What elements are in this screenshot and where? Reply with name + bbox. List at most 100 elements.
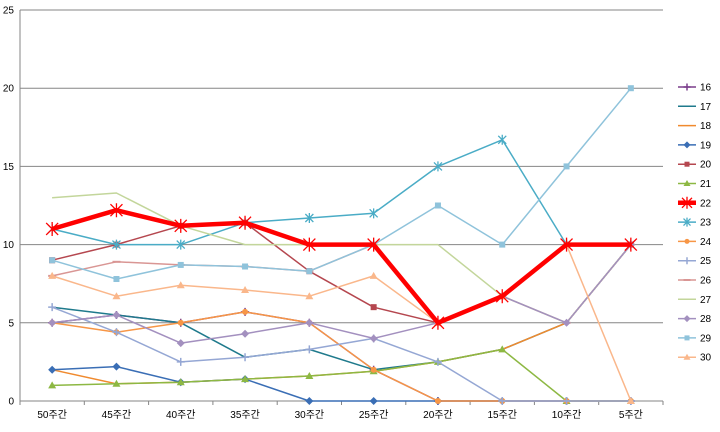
series-lines [45, 85, 638, 405]
legend-item-27: 27 [678, 295, 712, 306]
legend: 16 17 18 19 20 21 22 23 24 25 26 27 28 29 30 [678, 83, 712, 364]
series-line [51, 221, 631, 324]
series-29 [49, 85, 634, 283]
x-tick-label: 25주간 [359, 409, 389, 421]
data-point [241, 375, 250, 383]
x-tick-label: 10주간 [552, 409, 582, 421]
data-point [370, 304, 377, 311]
data-point [305, 318, 314, 327]
series-26 [48, 243, 635, 324]
legend-label: 22 [700, 198, 712, 209]
x-tick-label: 30주간 [295, 409, 325, 421]
series-line [51, 139, 631, 246]
data-point [48, 381, 57, 389]
data-point [367, 237, 381, 252]
legend-label: 16 [700, 83, 712, 94]
data-point [306, 268, 313, 275]
data-point [242, 308, 249, 315]
series-23 [47, 134, 636, 250]
data-point [562, 397, 571, 405]
legend-item-22: 22 [678, 196, 712, 209]
data-point [434, 202, 441, 209]
data-point [431, 315, 445, 330]
data-point [113, 276, 120, 283]
data-point [238, 215, 252, 230]
data-point [683, 353, 691, 360]
data-point [48, 271, 57, 279]
legend-item-17: 17 [678, 102, 712, 113]
data-point [498, 397, 507, 405]
series-line [51, 207, 631, 326]
data-point [176, 339, 185, 348]
legend-item-30: 30 [678, 353, 712, 364]
data-point [369, 271, 378, 279]
x-tick-label: 35주간 [230, 409, 260, 421]
legend-item-28: 28 [678, 314, 712, 325]
data-point [242, 263, 249, 270]
series-line [51, 87, 632, 280]
data-point [109, 203, 123, 218]
y-tick-label: 10 [3, 240, 15, 251]
y-tick-label: 20 [3, 84, 15, 95]
data-point [626, 397, 635, 404]
data-point [112, 292, 121, 300]
data-point [684, 161, 690, 167]
y-tick-label: 0 [8, 397, 14, 408]
legend-label: 27 [700, 295, 712, 306]
data-point [49, 257, 56, 264]
data-point [562, 318, 571, 327]
data-point [683, 257, 691, 265]
data-point [45, 221, 59, 236]
legend-label: 28 [700, 314, 712, 325]
data-point [48, 365, 57, 374]
data-point [498, 345, 507, 353]
data-point [681, 196, 693, 209]
data-point [48, 303, 57, 312]
legend-item-24: 24 [678, 237, 712, 248]
data-point [369, 208, 379, 219]
series-21 [48, 345, 635, 404]
data-point [241, 329, 250, 338]
data-point [112, 310, 121, 319]
legend-label: 26 [700, 276, 712, 287]
x-tick-label: 40주간 [166, 409, 196, 421]
legend-item-23: 23 [678, 217, 712, 229]
data-point [112, 362, 121, 371]
legend-label: 20 [700, 160, 712, 171]
data-point [305, 397, 314, 405]
x-tick-label: 50주간 [37, 409, 67, 421]
series-20 [49, 219, 634, 326]
y-axis: 0 5 10 15 20 25 [3, 6, 21, 408]
x-tick-label: 15주간 [487, 409, 517, 421]
y-tick-label: 5 [8, 318, 14, 329]
legend-item-21: 21 [678, 179, 712, 190]
data-point [305, 292, 314, 300]
data-point [177, 319, 184, 326]
series-line [51, 306, 631, 402]
legend-item-26: 26 [678, 276, 712, 287]
legend-label: 21 [700, 179, 712, 190]
data-point [499, 241, 506, 248]
series-line [51, 243, 632, 324]
x-axis: 50주간 45주간 40주간 35주간 30주간 25주간 20주간 15주간 10주간 5주간 [19, 400, 664, 421]
legend-item-20: 20 [678, 160, 712, 171]
data-point [112, 379, 121, 387]
data-point [305, 345, 314, 354]
data-point [683, 141, 691, 149]
data-point [176, 378, 185, 386]
x-tick-label: 20주간 [423, 409, 453, 421]
data-point [369, 397, 378, 405]
data-point [112, 328, 121, 337]
legend-label: 24 [700, 237, 712, 248]
data-point [624, 237, 638, 252]
legend-item-18: 18 [678, 121, 712, 132]
data-point [563, 163, 570, 170]
legend-item-19: 19 [678, 140, 712, 151]
data-point [627, 85, 634, 92]
data-point [683, 83, 691, 91]
x-tick-label: 45주간 [102, 409, 132, 421]
data-point [560, 237, 574, 252]
data-point [434, 398, 441, 404]
y-tick-label: 25 [3, 6, 15, 17]
